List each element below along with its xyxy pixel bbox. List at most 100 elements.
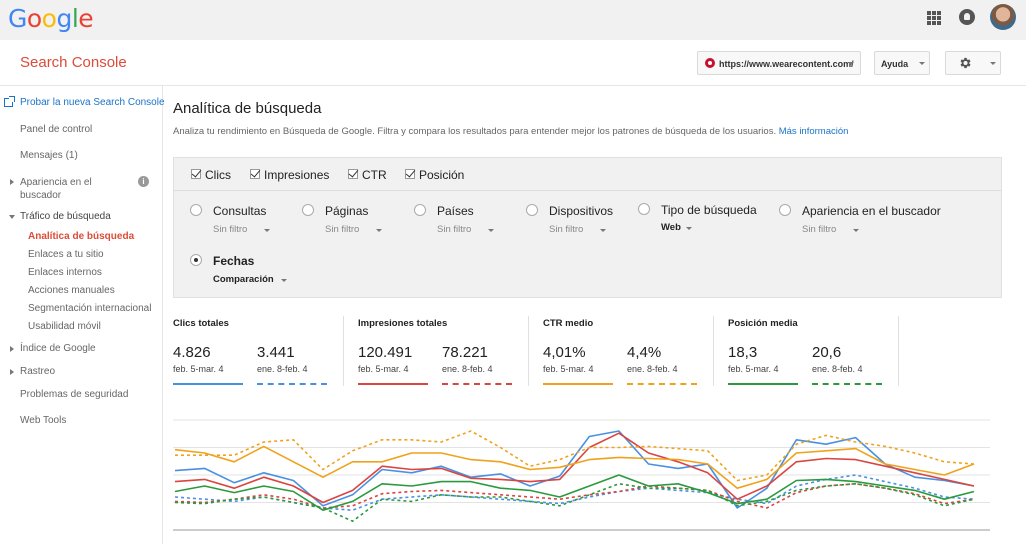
radio-icon [302, 204, 314, 216]
pages-filter-label: Sin filtro [325, 224, 360, 235]
stat-divider [713, 316, 714, 386]
chevron-down-icon [264, 229, 270, 232]
radio-icon [779, 204, 791, 216]
clicks-series-current-line[interactable] [174, 430, 975, 509]
devices-filter[interactable]: Sin filtro [549, 224, 606, 235]
radio-icon [638, 203, 650, 215]
impressions-series-previous-line[interactable] [174, 483, 975, 509]
dimension-queries[interactable]: Consultas [190, 204, 266, 218]
impressions-range-current: feb. 5-mar. 4 [358, 364, 409, 374]
chevron-down-icon [990, 62, 996, 65]
devices-label: Dispositivos [549, 204, 614, 218]
impressions-checkbox[interactable]: Impresiones [250, 168, 329, 182]
metrics-row: Clics Impresiones CTR Posición [174, 158, 1001, 191]
help-button[interactable]: Ayuda [874, 51, 930, 75]
appearance-label: Apariencia en el buscador [802, 204, 941, 218]
sidebar-item-appearance[interactable]: Apariencia en el buscador [20, 177, 92, 201]
sidebar-item-security-issues[interactable]: Problemas de seguridad [20, 389, 129, 400]
impressions-range-previous: ene. 8-feb. 4 [442, 364, 493, 374]
chevron-down-icon [686, 227, 692, 230]
ctr-checkbox[interactable]: CTR [348, 168, 387, 182]
queries-filter[interactable]: Sin filtro [213, 224, 270, 235]
logo-letter: g [56, 4, 72, 33]
position-legend-solid [728, 383, 798, 385]
logo-letter: l [71, 4, 79, 33]
position-checkbox[interactable]: Posición [405, 168, 464, 182]
apps-icon[interactable] [927, 11, 941, 25]
sidebar-item-web-tools[interactable]: Web Tools [20, 415, 67, 426]
position-series-previous-line[interactable] [174, 483, 975, 522]
chevron-down-icon [853, 229, 859, 232]
dates-filter[interactable]: Comparación [213, 274, 287, 285]
clicks-legend-solid [173, 383, 243, 385]
position-value-previous: 20,6 [812, 344, 842, 361]
clicks-range-current: feb. 5-mar. 4 [173, 364, 224, 374]
avatar[interactable] [990, 4, 1016, 30]
page-description: Analiza tu rendimiento en Búsqueda de Go… [173, 126, 848, 137]
stat-divider [528, 316, 529, 386]
dimension-search-type[interactable]: Tipo de búsqueda [638, 203, 757, 217]
sidebar-item-manual-actions[interactable]: Acciones manuales [28, 285, 115, 296]
expand-arrow-icon[interactable] [10, 369, 14, 375]
position-series-current-line[interactable] [174, 474, 975, 511]
notifications-icon[interactable] [959, 9, 975, 25]
chevron-down-icon [488, 229, 494, 232]
ctr-legend-solid [543, 383, 613, 385]
dimension-devices[interactable]: Dispositivos [526, 204, 613, 218]
clicks-checkbox[interactable]: Clics [191, 168, 231, 182]
sidebar-item-google-index[interactable]: Índice de Google [20, 343, 96, 354]
position-stat-title: Posición media [728, 318, 798, 329]
search-type-label: Tipo de búsqueda [661, 203, 757, 217]
sidebar-item-links-to-site[interactable]: Enlaces a tu sitio [28, 249, 104, 260]
chevron-down-icon [281, 279, 287, 282]
impressions-stat-title: Impresiones totales [358, 318, 448, 329]
dates-label: Fechas [213, 254, 255, 268]
impressions-label: Impresiones [264, 168, 330, 182]
dimension-appearance[interactable]: Apariencia en el buscador [779, 204, 941, 218]
sidebar-item-messages[interactable]: Mensajes (1) [20, 150, 78, 161]
appearance-filter[interactable]: Sin filtro [802, 224, 859, 235]
top-bar: Google [0, 0, 1026, 40]
sidebar-item-search-traffic[interactable]: Tráfico de búsqueda [20, 211, 111, 222]
collapse-arrow-icon[interactable] [9, 215, 15, 219]
search-type-filter[interactable]: Web [661, 222, 692, 233]
site-selector[interactable]: https://www.wearecontent.com/ [697, 51, 861, 75]
impressions-legend-dashed [442, 383, 512, 385]
dimension-dates[interactable]: Fechas [190, 254, 254, 268]
expand-arrow-icon[interactable] [10, 346, 14, 352]
dimension-countries[interactable]: Países [414, 204, 474, 218]
comparison-line-chart [173, 419, 990, 531]
sidebar-item-internal-links[interactable]: Enlaces internos [28, 267, 102, 278]
countries-filter[interactable]: Sin filtro [437, 224, 494, 235]
ctr-series-current-line[interactable] [174, 445, 975, 489]
pages-label: Páginas [325, 204, 369, 218]
queries-label: Consultas [213, 204, 267, 218]
sidebar-item-intl-targeting[interactable]: Segmentación internacional [28, 303, 152, 314]
info-icon[interactable]: i [138, 176, 149, 187]
expand-arrow-icon[interactable] [10, 179, 14, 185]
google-logo[interactable]: Google [8, 4, 94, 33]
description-text: Analiza tu rendimiento en Búsqueda de Go… [173, 126, 777, 137]
sidebar-item-crawl[interactable]: Rastreo [20, 366, 56, 377]
sidebar-item-try-new[interactable]: Probar la nueva Search Console [20, 97, 165, 108]
pages-filter[interactable]: Sin filtro [325, 224, 382, 235]
settings-button[interactable] [945, 51, 1001, 75]
clicks-stat-title: Clics totales [173, 318, 229, 329]
logo-letter: o [41, 4, 57, 33]
checkbox-checked-icon [405, 169, 415, 179]
sidebar-item-dashboard[interactable]: Panel de control [20, 124, 93, 135]
ctr-stat-title: CTR medio [543, 318, 594, 329]
ctr-range-previous: ene. 8-feb. 4 [627, 364, 678, 374]
more-info-link[interactable]: Más información [778, 126, 849, 137]
dimension-pages[interactable]: Páginas [302, 204, 368, 218]
sidebar-item-search-analytics[interactable]: Analítica de búsqueda [28, 231, 135, 242]
clicks-value-current: 4.826 [173, 344, 211, 361]
impressions-value-current: 120.491 [358, 344, 413, 361]
clicks-legend-dashed [257, 383, 327, 385]
position-range-previous: ene. 8-feb. 4 [812, 364, 863, 374]
sidebar-item-mobile-usability[interactable]: Usabilidad móvil [28, 321, 101, 332]
countries-filter-label: Sin filtro [437, 224, 472, 235]
impressions-legend-solid [358, 383, 428, 385]
app-title[interactable]: Search Console [20, 54, 127, 71]
clicks-range-previous: ene. 8-feb. 4 [257, 364, 308, 374]
